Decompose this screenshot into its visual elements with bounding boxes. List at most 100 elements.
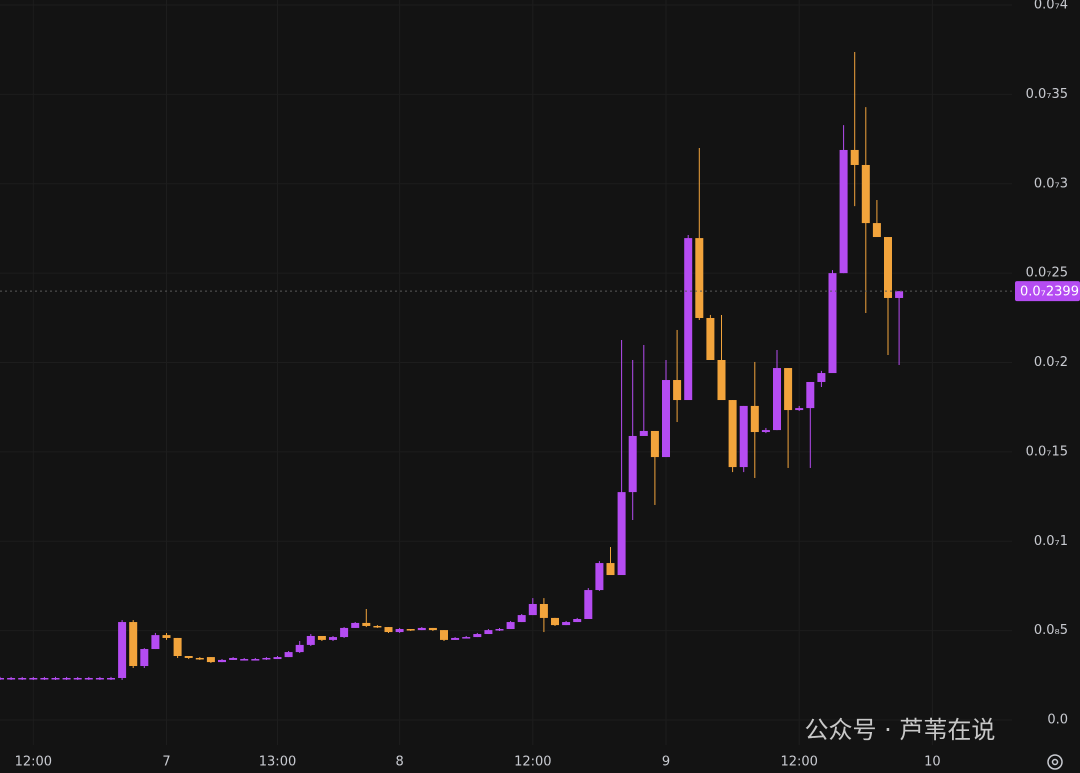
candle-body xyxy=(440,630,448,640)
candle-body xyxy=(118,622,127,678)
candle-body xyxy=(51,677,60,680)
candle-body xyxy=(684,238,693,401)
candle-body xyxy=(0,677,4,680)
candle-body xyxy=(229,657,238,660)
candle-body xyxy=(695,238,704,318)
candle-body xyxy=(584,590,593,620)
y-tick-label: 0.0₇15 xyxy=(1026,444,1068,459)
candle-body xyxy=(717,359,726,401)
candle-body xyxy=(428,627,437,631)
candle-body xyxy=(295,644,304,653)
last-price-label: 0.0₇2399 xyxy=(1020,285,1079,300)
candle-body xyxy=(306,635,315,645)
watermark: 公众号 · 芦苇在说 xyxy=(805,716,996,744)
candle-body xyxy=(273,657,282,660)
candle-body xyxy=(551,617,559,626)
candle-body xyxy=(495,629,504,631)
settings-icon[interactable] xyxy=(1047,754,1063,770)
candle-body xyxy=(462,637,471,639)
candle-body xyxy=(84,677,93,680)
candle-body xyxy=(373,625,382,628)
candle-body xyxy=(40,677,49,680)
settings-icon-center xyxy=(1051,758,1059,766)
candle-body xyxy=(539,603,548,618)
y-tick-label: 0.0₈5 xyxy=(1034,623,1068,638)
candle-body xyxy=(706,317,715,360)
x-tick-label: 9 xyxy=(662,755,670,770)
candle-body xyxy=(7,677,16,680)
candle-body xyxy=(107,677,115,680)
candle-body xyxy=(628,435,637,493)
candle-body xyxy=(739,405,748,468)
y-tick-label: 0.0₇4 xyxy=(1034,0,1068,13)
candle-body xyxy=(29,677,38,680)
y-tick-label: 0.0 xyxy=(1047,713,1068,728)
candle-body xyxy=(262,657,271,660)
candle-body xyxy=(140,649,149,667)
candle-body xyxy=(817,373,826,382)
x-tick-label: 12:00 xyxy=(780,755,817,770)
y-tick-label: 0.0₇25 xyxy=(1026,266,1068,281)
candle-body xyxy=(340,627,349,638)
candle-body xyxy=(284,652,293,658)
candle-body xyxy=(406,629,415,631)
candle-body xyxy=(206,657,215,663)
y-tick-label: 0.0₇3 xyxy=(1034,176,1068,191)
axis-labels: 0.0 0.0₈5 0.0₇1 0.0₇15 0.0₇2 0.0₇25 0.0₇3 0.0₇3… xyxy=(15,0,1080,770)
candle-body xyxy=(240,659,249,661)
candle-body xyxy=(384,627,393,633)
candle-body xyxy=(617,492,626,576)
candle-body xyxy=(895,291,904,298)
candle-body xyxy=(795,408,804,411)
candle-body xyxy=(18,677,27,680)
candle-body xyxy=(73,677,82,680)
candle-body xyxy=(606,563,615,576)
candle-body xyxy=(317,635,326,640)
x-tick-label: 13:00 xyxy=(259,755,296,770)
candle-body xyxy=(395,629,404,633)
x-tick-label: 12:00 xyxy=(514,755,551,770)
candle-body xyxy=(95,677,104,680)
y-tick-label: 0.0₇1 xyxy=(1034,534,1068,549)
y-tick-label: 0.0₇2 xyxy=(1034,355,1068,370)
candle-body xyxy=(662,380,670,458)
candle-body xyxy=(773,368,781,431)
candle-body xyxy=(728,400,737,468)
x-tick-label: 7 xyxy=(162,755,170,770)
candle-body xyxy=(173,637,182,657)
candle-body xyxy=(184,656,193,658)
candle-body xyxy=(473,634,482,638)
candle-body xyxy=(351,622,360,628)
candle-body xyxy=(151,635,160,650)
y-tick-label: 0.0₇35 xyxy=(1026,87,1068,102)
candle-body xyxy=(484,630,493,635)
candle-body xyxy=(417,627,426,631)
candle-body xyxy=(218,659,226,663)
candles xyxy=(0,52,1012,680)
x-tick-label: 12:00 xyxy=(15,755,52,770)
candle-body xyxy=(329,637,337,640)
last-price-badge xyxy=(1015,281,1080,302)
candle-body xyxy=(528,603,537,616)
candle-body xyxy=(839,149,848,274)
candle-body xyxy=(129,622,138,667)
candle-body xyxy=(861,164,870,224)
candle-body xyxy=(806,381,815,409)
candle-body xyxy=(784,368,793,411)
candle-body xyxy=(872,223,881,238)
candle-body xyxy=(573,619,582,623)
candle-body xyxy=(251,659,260,661)
x-tick-label: 10 xyxy=(924,755,941,770)
candle-body xyxy=(884,237,892,298)
candle-body xyxy=(828,273,837,374)
x-tick-label: 8 xyxy=(395,755,403,770)
candle-body xyxy=(650,430,659,458)
candle-body xyxy=(62,677,71,680)
grid xyxy=(0,0,1012,745)
candle-body xyxy=(761,430,770,433)
candle-body xyxy=(639,430,648,436)
candle-body xyxy=(673,380,682,401)
